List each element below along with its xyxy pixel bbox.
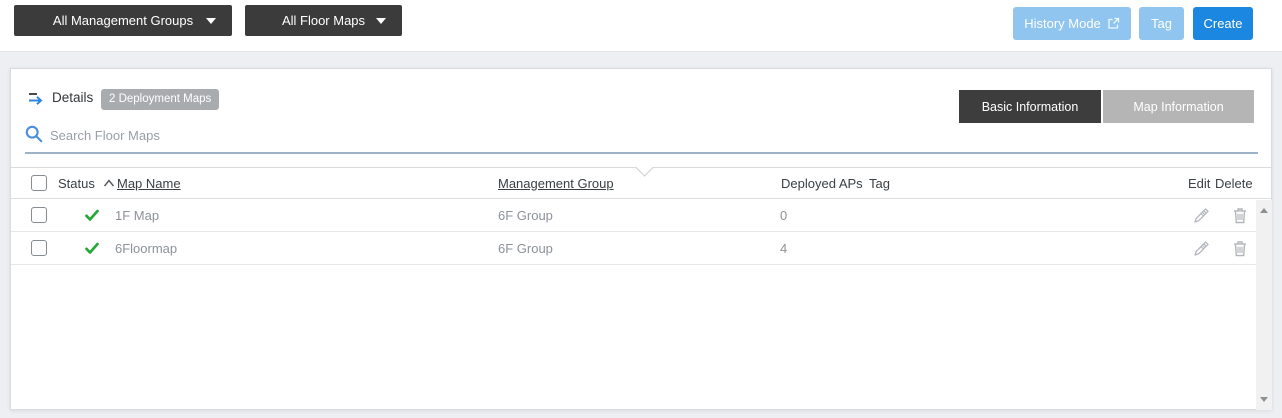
status-ok-icon <box>85 242 99 254</box>
floor-maps-dropdown[interactable]: All Floor Maps <box>245 5 402 36</box>
details-label: Details <box>52 90 94 105</box>
table-header-row: Status Map Name Management Group Deploye… <box>11 168 1271 199</box>
status-ok-icon <box>85 209 99 221</box>
tag-button[interactable]: Tag <box>1139 7 1184 40</box>
column-header-delete: Delete <box>1215 176 1253 191</box>
scroll-down-arrow-icon[interactable] <box>1260 397 1268 402</box>
map-information-tab[interactable]: Map Information <box>1103 90 1254 123</box>
management-group-cell: 6F Group <box>498 241 553 256</box>
delete-button[interactable] <box>1231 240 1249 258</box>
select-all-checkbox[interactable] <box>31 175 47 191</box>
deployed-aps-cell: 0 <box>780 208 788 223</box>
row-checkbox[interactable] <box>31 207 47 223</box>
pencil-icon <box>1193 208 1209 223</box>
topbar: All Management Groups All Floor Maps His… <box>0 0 1282 52</box>
chevron-down-icon <box>206 18 216 24</box>
create-button[interactable]: Create <box>1193 7 1253 40</box>
delete-button[interactable] <box>1231 207 1249 225</box>
column-header-status: Status <box>58 176 95 191</box>
external-link-icon <box>1108 17 1119 29</box>
trash-icon <box>1234 241 1246 257</box>
search-icon <box>25 125 43 143</box>
history-mode-button[interactable]: History Mode <box>1013 7 1131 40</box>
map-name-cell[interactable]: 6Floormap <box>115 241 178 256</box>
table-header-divider <box>11 158 1271 177</box>
table-row: 1F Map 6F Group 0 <box>11 199 1271 232</box>
edit-button[interactable] <box>1192 240 1210 258</box>
column-header-deployed-aps: Deployed APs <box>781 176 863 191</box>
tag-button-label: Tag <box>1151 16 1172 31</box>
column-header-edit: Edit <box>1188 176 1211 191</box>
details-expand-icon[interactable] <box>27 90 45 106</box>
trash-icon <box>1234 208 1246 224</box>
column-header-tag: Tag <box>869 176 890 191</box>
pencil-icon <box>1193 241 1209 256</box>
chevron-down-icon <box>376 18 386 24</box>
management-groups-dropdown[interactable]: All Management Groups <box>14 5 232 36</box>
deployed-aps-cell: 4 <box>780 241 788 256</box>
basic-information-tab[interactable]: Basic Information <box>959 90 1101 123</box>
create-button-label: Create <box>1203 16 1243 31</box>
map-name-cell[interactable]: 1F Map <box>115 208 160 223</box>
column-header-management-group[interactable]: Management Group <box>498 176 614 191</box>
scroll-up-arrow-icon[interactable] <box>1260 208 1268 213</box>
sort-ascending-icon[interactable] <box>103 178 115 188</box>
history-mode-button-label: History Mode <box>1024 16 1101 31</box>
floor-maps-dropdown-label: All Floor Maps <box>281 13 366 28</box>
edit-button[interactable] <box>1192 207 1210 225</box>
management-groups-dropdown-label: All Management Groups <box>52 13 194 28</box>
row-checkbox[interactable] <box>31 240 47 256</box>
column-header-map-name[interactable]: Map Name <box>117 176 181 191</box>
management-group-cell: 6F Group <box>498 208 553 223</box>
vertical-scrollbar[interactable] <box>1256 200 1272 410</box>
deployment-maps-count-badge: 2 Deployment Maps <box>101 89 220 110</box>
floor-maps-panel: Details 2 Deployment Maps Basic Informat… <box>10 68 1272 410</box>
table-row: 6Floormap 6F Group 4 <box>11 232 1271 265</box>
search-input[interactable] <box>50 125 470 146</box>
search-underline <box>25 152 1258 154</box>
